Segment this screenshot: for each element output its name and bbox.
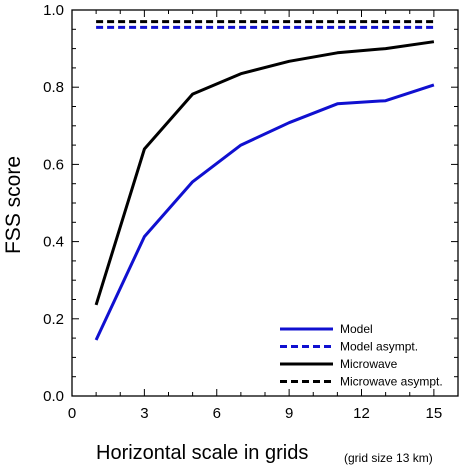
- y-tick-label: 0.4: [43, 234, 64, 251]
- y-tick-label: 0.0: [43, 388, 64, 405]
- legend-label-microwave-asympt: Microwave asympt.: [340, 375, 443, 389]
- x-tick-label: 15: [426, 405, 443, 422]
- x-tick-label: 6: [213, 405, 221, 422]
- x-tick-label: 9: [285, 405, 293, 422]
- x-tick-label: 12: [353, 405, 370, 422]
- y-tick-label: 1.0: [43, 2, 64, 19]
- y-tick-label: 0.2: [43, 311, 64, 328]
- plot-area: [94, 20, 435, 341]
- series-line-microwave: [94, 40, 435, 306]
- legend-label-model-asympt: Model asympt.: [340, 340, 418, 354]
- y-tick-label: 0.6: [43, 156, 64, 173]
- series-line-model: [94, 83, 435, 341]
- x-axis-title: Horizontal scale in grids: [96, 442, 308, 464]
- axes: 0 3 6 9 12 15 0.0 0.2 0.4 0.6 0.8 1.0: [43, 2, 459, 422]
- y-tick-label: 0.8: [43, 79, 64, 96]
- x-axis-title-note: (grid size 13 km): [344, 451, 433, 465]
- legend-label-microwave: Microwave: [340, 357, 398, 371]
- x-tick-label: 3: [140, 405, 148, 422]
- y-axis-title: FSS score: [2, 156, 25, 254]
- axis-titles: FSS score Horizontal scale in grids (gri…: [2, 156, 433, 465]
- legend-label-model: Model: [340, 322, 373, 336]
- legend: Model Model asympt. Microwave Microwave asy…: [280, 322, 443, 389]
- x-tick-label: 0: [68, 405, 76, 422]
